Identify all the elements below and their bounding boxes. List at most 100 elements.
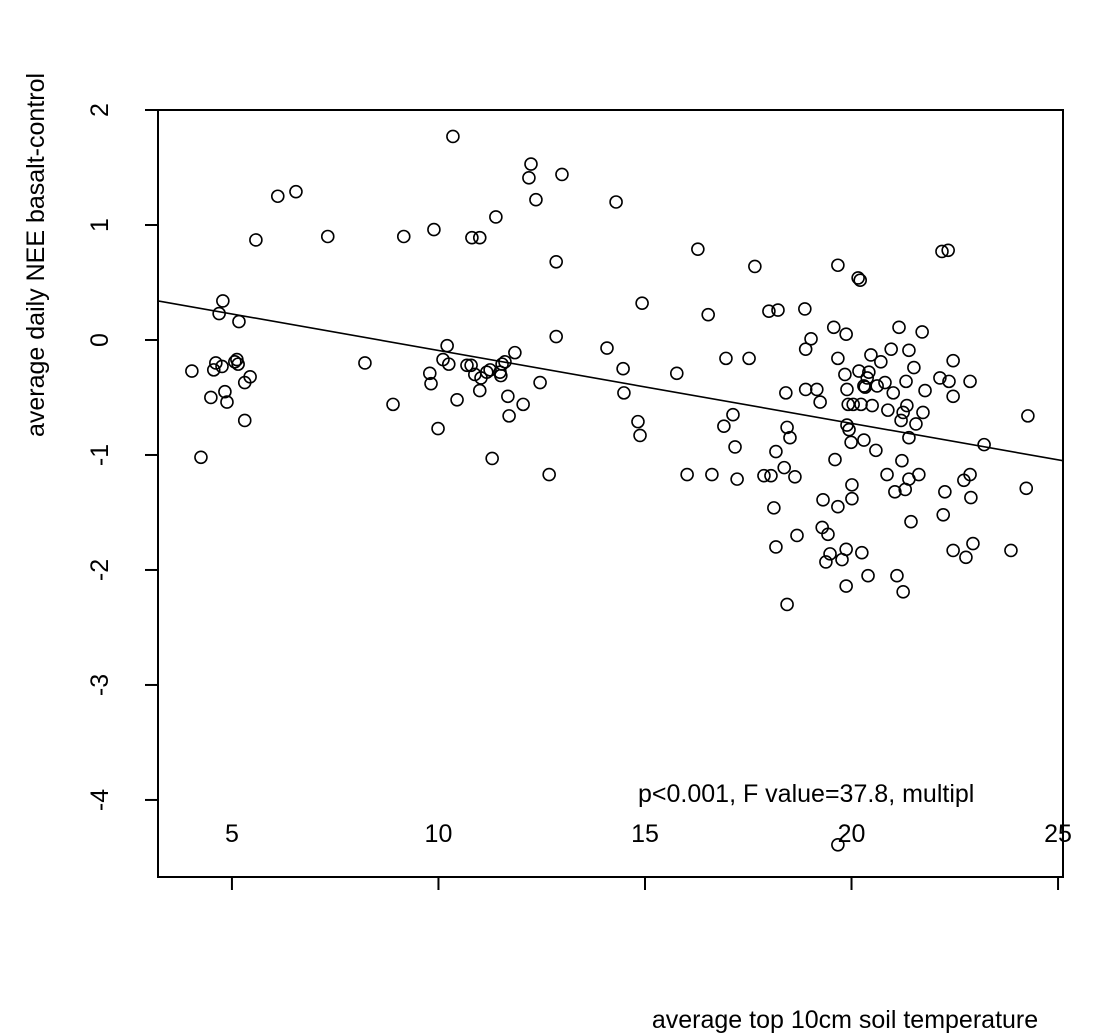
point [501,389,515,404]
point [194,450,208,465]
point [918,383,932,398]
point [555,167,569,182]
point [237,413,252,428]
point [783,430,797,445]
point [895,453,909,468]
point [946,353,960,368]
point [717,419,731,434]
point [742,351,756,366]
point [691,242,705,256]
point [878,375,892,390]
point [757,468,771,483]
x-tick-label: 25 [1044,820,1072,848]
point [826,320,841,335]
y-tick-label: 1 [86,218,114,232]
point [479,365,494,379]
point [798,302,812,316]
point [446,129,460,144]
point [533,375,547,390]
x-axis-label: average top 10cm soil temperature [652,1006,1038,1034]
point [422,366,437,381]
point [185,364,199,378]
point [857,433,871,447]
point [864,348,878,362]
point [839,542,853,557]
point [730,472,744,486]
point [489,210,503,224]
point [935,244,949,259]
point [485,451,499,466]
point [549,254,563,269]
point [845,491,859,506]
point [232,314,246,329]
y-tick-label: -2 [86,559,114,581]
point [427,222,441,237]
point [860,371,875,385]
point [726,407,740,422]
point [231,357,245,371]
point [933,371,947,385]
point [966,536,980,551]
point [884,342,898,356]
point [600,341,614,355]
point [424,376,438,391]
point [892,320,906,335]
y-tick-label: -1 [86,444,114,466]
point [680,467,694,482]
point [842,422,856,437]
plot-box [157,109,1064,878]
trend-line [158,300,1063,462]
point [270,189,285,204]
point [828,452,842,467]
point [861,568,875,583]
point [762,304,776,319]
point [218,384,232,399]
point [320,229,335,244]
x-tick-label: 20 [838,820,866,848]
point [977,437,991,452]
point [472,230,487,245]
point [816,493,830,507]
point [790,528,804,543]
point [823,547,837,561]
point [386,397,400,412]
point [228,355,242,369]
point [633,428,647,443]
point [870,379,884,393]
point [874,355,888,369]
point [855,545,869,560]
point [894,413,908,428]
point [798,342,813,356]
point [862,365,876,379]
point [495,357,509,371]
y-tick-label: -3 [86,674,114,696]
point [441,357,456,371]
point [946,389,960,404]
point [204,390,218,405]
point [881,403,895,417]
point [902,343,916,358]
point [542,467,556,482]
point [465,230,479,245]
point [522,171,536,185]
point [243,369,257,384]
point [788,470,802,484]
point [524,157,538,171]
point [959,550,973,565]
point [907,360,921,375]
point [964,490,978,505]
point [853,273,867,287]
point [846,397,860,412]
point [780,597,794,612]
point [946,543,960,558]
point [840,382,854,397]
point [831,499,845,514]
annotation: p<0.001, F value=37.8, multipl [638,780,974,808]
y-tick-label: -4 [86,789,114,811]
point [798,382,813,397]
point [896,585,910,599]
point [900,398,914,413]
point [216,294,230,308]
point [289,184,303,199]
